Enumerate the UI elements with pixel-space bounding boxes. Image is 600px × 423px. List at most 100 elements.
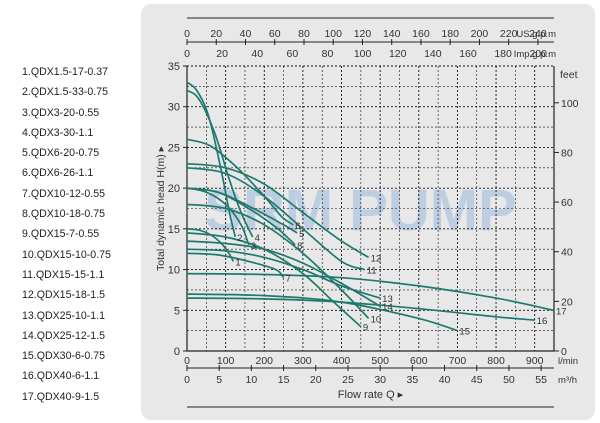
series-curve-1 xyxy=(186,228,235,262)
series-curve-6 xyxy=(186,138,294,226)
feet-tick-label: 40 xyxy=(561,247,573,259)
m3h-tick-label: 40 xyxy=(439,374,451,386)
series-label: 12 xyxy=(371,253,382,264)
series-label: 10 xyxy=(371,314,382,325)
series-label: 15 xyxy=(459,327,470,338)
legend-item: 3.QDX3-20-0.55 xyxy=(22,106,100,119)
legend-item: 17.QDX40-9-1.5 xyxy=(22,390,100,403)
series-label: 17 xyxy=(556,306,567,317)
feet-tick-label: 0 xyxy=(561,346,567,358)
imp-gpm-tick-label: 20 xyxy=(216,48,228,60)
feet-tick-label: 60 xyxy=(561,197,573,209)
legend-item: 15.QDX30-6-0.75 xyxy=(22,350,106,363)
us-gpm-tick-label: 220 xyxy=(500,28,518,40)
x-tick-label: 900 xyxy=(526,355,544,367)
feet-tick-label: 20 xyxy=(561,296,573,308)
legend-item: 6.QDX6-26-1.1 xyxy=(22,167,94,180)
series-label: 2 xyxy=(237,233,242,244)
y-tick-label: 25 xyxy=(168,142,180,154)
us-gpm-tick-label: 180 xyxy=(441,28,459,40)
x-unit-label: l/min xyxy=(558,356,578,367)
x-axis-label: Flow rate Q ▸ xyxy=(338,389,404,401)
series-curve-16 xyxy=(186,297,535,321)
legend-item: 5.QDX6-20-0.75 xyxy=(22,147,100,160)
imp-gpm-tick-label: 160 xyxy=(459,48,477,60)
imp-gpm-tick-label: 200 xyxy=(529,48,547,60)
m3h-tick-label: 20 xyxy=(310,374,322,386)
m3h-tick-label: 30 xyxy=(374,374,386,386)
legend-item: 14.QDX25-12-1.5 xyxy=(22,329,106,342)
us-gpm-tick-label: 200 xyxy=(471,28,489,40)
imp-gpm-tick-label: 0 xyxy=(184,48,190,60)
series-curve-2 xyxy=(186,81,237,238)
imp-gpm-tick-label: 80 xyxy=(322,48,334,60)
legend-item: 4.QDX3-30-1.1 xyxy=(22,126,94,139)
legend: 1.QDX1.5-17-0.37 2.QDX1.5-33-0.75 3.QDX3-2… xyxy=(22,62,162,407)
m3h-unit-label: m³/h xyxy=(558,375,577,386)
legend-item: 16.QDX40-6-1.1 xyxy=(22,370,100,383)
us-gpm-tick-label: 60 xyxy=(269,28,281,40)
series-curve-17 xyxy=(186,272,555,312)
imp-gpm-tick-label: 40 xyxy=(251,48,263,60)
series-label: 1 xyxy=(235,257,240,268)
series-curve-9 xyxy=(186,232,362,328)
feet-tick-label: 100 xyxy=(561,98,579,110)
legend-item: 13.QDX25-10-1.1 xyxy=(22,309,106,322)
x-tick-label: 700 xyxy=(449,355,467,367)
x-tick-label: 600 xyxy=(410,355,428,367)
series-curve-10 xyxy=(186,203,370,319)
series-label: 13 xyxy=(382,294,393,305)
y-tick-label: 20 xyxy=(168,183,180,195)
series-curve-14 xyxy=(186,240,381,307)
series-label: 6 xyxy=(295,221,300,232)
us-gpm-tick-label: 80 xyxy=(298,28,310,40)
us-gpm-tick-label: 40 xyxy=(240,28,252,40)
series-label: 16 xyxy=(537,316,548,327)
feet-tick-label: 80 xyxy=(561,147,573,159)
legend-item: 8.QDX10-18-0.75 xyxy=(22,208,106,221)
m3h-tick-label: 10 xyxy=(246,374,258,386)
x-tick-label: 400 xyxy=(333,355,351,367)
x-tick-label: 500 xyxy=(371,355,389,367)
imp-gpm-unit-label: Imp g.p.m xyxy=(514,49,556,60)
legend-item: 12.QDX15-18-1.5 xyxy=(22,289,106,302)
legend-item: 9.QDX15-7-0.55 xyxy=(22,228,100,241)
series-curve-4 xyxy=(186,89,254,238)
x-tick-label: 300 xyxy=(294,355,312,367)
m3h-tick-label: 50 xyxy=(503,374,515,386)
legend-item: 2.QDX1.5-33-0.75 xyxy=(22,86,108,99)
series-label: 8 xyxy=(297,241,302,252)
y-tick-label: 35 xyxy=(168,61,180,73)
us-gpm-tick-label: 140 xyxy=(383,28,401,40)
legend-item: 10.QDX15-10-0.75 xyxy=(22,248,111,261)
y-tick-label: 5 xyxy=(174,305,180,317)
series-label: 14 xyxy=(382,302,393,313)
series-label: 4 xyxy=(255,233,260,244)
imp-gpm-tick-label: 120 xyxy=(389,48,407,60)
y-tick-label: 0 xyxy=(174,346,180,358)
m3h-tick-label: 25 xyxy=(342,374,354,386)
series-curve-7 xyxy=(186,252,285,279)
us-gpm-tick-label: 120 xyxy=(354,28,372,40)
us-gpm-tick-label: 160 xyxy=(412,28,430,40)
m3h-tick-label: 5 xyxy=(216,374,222,386)
y-axis-label: Total dynamic head H(m) ▸ xyxy=(155,145,167,271)
us-gpm-tick-label: 0 xyxy=(184,28,190,40)
us-gpm-tick-label: 100 xyxy=(324,28,342,40)
series-curve-15 xyxy=(186,293,458,332)
series-curve-8 xyxy=(186,187,296,246)
imp-gpm-tick-label: 180 xyxy=(494,48,512,60)
m3h-tick-label: 35 xyxy=(407,374,419,386)
y-tick-label: 10 xyxy=(168,265,180,277)
legend-item: 1.QDX1.5-17-0.37 xyxy=(22,66,108,78)
legend-item: 7.QDX10-12-0.55 xyxy=(22,187,106,200)
series-curve-13 xyxy=(186,248,381,299)
us-gpm-tick-label: 240 xyxy=(529,28,547,40)
m3h-tick-label: 0 xyxy=(184,374,190,386)
m3h-tick-label: 15 xyxy=(278,374,290,386)
series-label: 11 xyxy=(367,266,377,277)
x-tick-label: 800 xyxy=(487,355,505,367)
x-tick-label: 100 xyxy=(217,355,235,367)
